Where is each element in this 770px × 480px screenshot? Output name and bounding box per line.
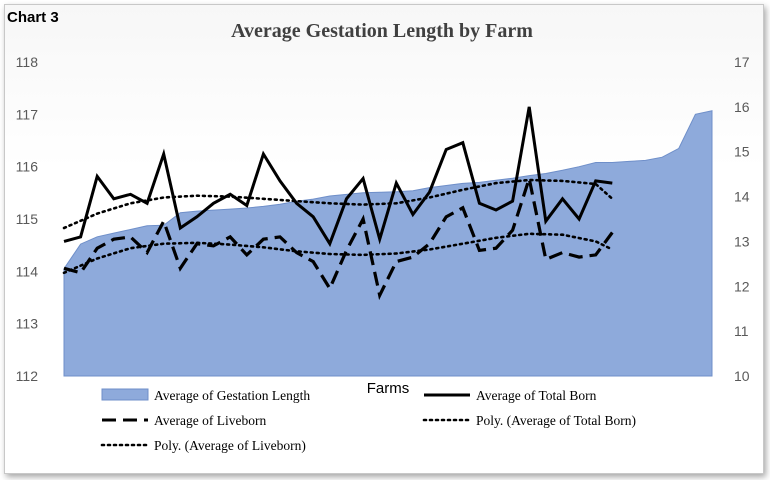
legend-swatch-gestation-length	[101, 388, 149, 401]
series-area-gestation-length	[63, 110, 713, 377]
chart-title: Average Gestation Length by Farm	[231, 20, 533, 42]
series-line-poly-average-of-total-born	[62, 178, 614, 230]
y2-tick-label: 10	[734, 368, 750, 384]
y-tick-label: 113	[16, 316, 39, 332]
legend-label: Average of Total Born	[476, 388, 597, 403]
series-line-average-of-total-born	[63, 106, 613, 248]
chart-label: Chart 3	[7, 9, 59, 26]
legend: Average of Gestation Length Average of To…	[100, 388, 636, 453]
legend-label: Poly. (Average of Total Born)	[476, 413, 636, 428]
y2-tick-label: 11	[734, 323, 749, 339]
y2-tick-label: 12	[734, 278, 750, 294]
plot-area: 112 113 114 115 116 117 118 10 11 12 13 14 15 16 17	[16, 54, 750, 384]
y-tick-label: 114	[16, 263, 39, 279]
y-tick-label: 117	[16, 106, 39, 122]
series-line-poly-average-of-liveborn	[62, 232, 614, 275]
series-line-average-of-liveborn	[63, 172, 614, 301]
y-tick-label: 118	[16, 54, 39, 70]
y2-tick-label: 13	[734, 233, 750, 249]
legend-label: Average of Liveborn	[154, 413, 266, 428]
y2-tick-label: 14	[734, 189, 750, 205]
y-tick-label: 112	[16, 368, 39, 384]
y2-tick-label: 16	[734, 99, 750, 115]
x-axis-label: Farms	[367, 380, 410, 397]
y2-tick-label: 17	[734, 54, 750, 70]
y-tick-label: 115	[16, 211, 39, 227]
y-tick-label: 116	[16, 159, 39, 175]
legend-label: Average of Gestation Length	[154, 388, 310, 403]
y2-tick-label: 15	[734, 144, 750, 160]
legend-label: Poly. (Average of Liveborn)	[154, 438, 306, 453]
